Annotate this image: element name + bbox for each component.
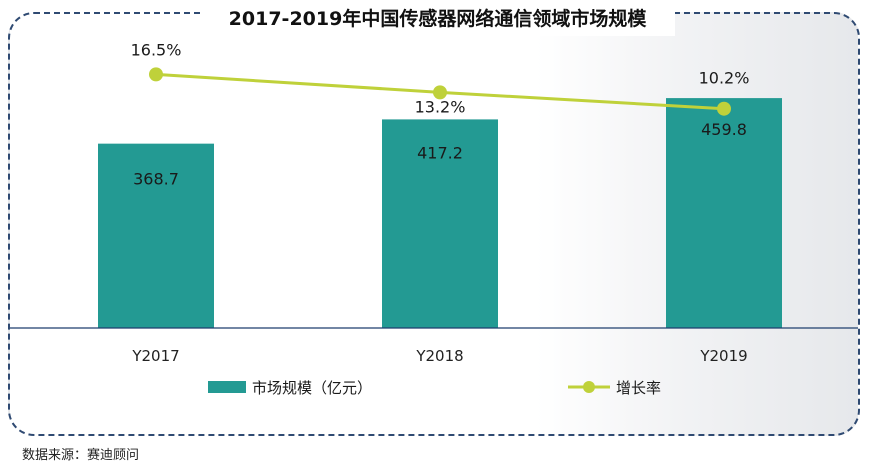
bar-y2017 (98, 143, 214, 328)
bar-y2018 (382, 119, 498, 329)
growth-value-label: 10.2% (699, 69, 750, 88)
growth-value-label: 16.5% (131, 40, 182, 59)
bar-y2019 (666, 98, 782, 328)
bar-value-label: 417.2 (417, 143, 463, 162)
chart-title: 2017-2019年中国传感器网络通信领域市场规模 (200, 2, 675, 36)
growth-point-y2017 (149, 67, 163, 82)
bar-value-label: 459.8 (701, 120, 747, 139)
bar-value-label: 368.7 (133, 170, 179, 189)
x-tick-label: Y2019 (699, 347, 747, 365)
legend-line-label: 增长率 (616, 379, 661, 397)
legend-bar-label: 市场规模（亿元） (252, 379, 372, 397)
source-note: 数据来源：赛迪顾问 (22, 448, 140, 463)
legend-bar-swatch (208, 381, 246, 393)
x-tick-label: Y2017 (131, 347, 179, 365)
legend-line-marker (583, 381, 595, 393)
x-tick-label: Y2018 (415, 347, 463, 365)
growth-point-y2019 (717, 101, 731, 116)
growth-value-label: 13.2% (415, 97, 466, 116)
growth-point-y2018 (433, 85, 447, 100)
